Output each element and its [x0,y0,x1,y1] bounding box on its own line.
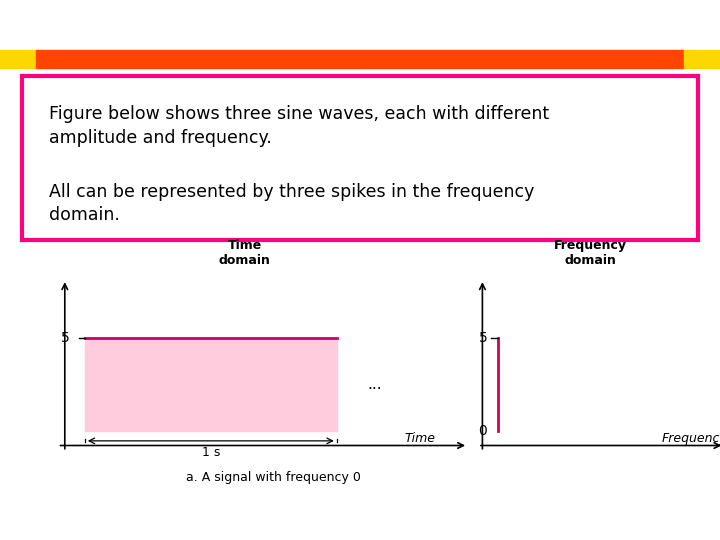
Text: Frequency: Frequency [662,431,720,444]
Text: 5: 5 [61,331,70,345]
Text: Figure below shows three sine waves, each with different
amplitude and frequency: Figure below shows three sine waves, eac… [49,105,549,147]
Text: Frequency
domain: Frequency domain [554,239,627,267]
Text: All can be represented by three spikes in the frequency
domain.: All can be represented by three spikes i… [49,183,534,224]
Text: a. A signal with frequency 0: a. A signal with frequency 0 [186,471,361,484]
Text: 0: 0 [479,424,487,437]
Bar [684,50,720,68]
Bar [360,50,684,68]
Text: 1 s: 1 s [202,446,220,459]
Text: Time and Frequency Domains: Time and Frequency Domains [186,15,534,35]
Text: ...: ... [367,377,382,392]
Bar [0,50,36,68]
Text: 5: 5 [479,331,487,345]
Bar [36,50,360,68]
Text: Time
domain: Time domain [219,239,271,267]
Text: Time: Time [404,431,436,444]
